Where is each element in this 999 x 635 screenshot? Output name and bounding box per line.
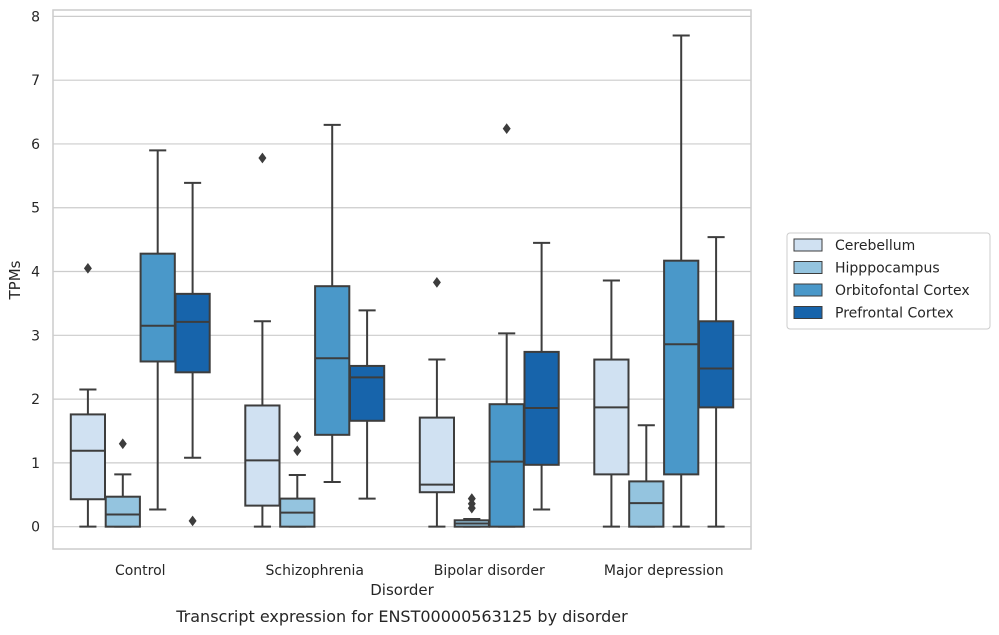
y-tick-label-6: 6 [31,137,40,153]
series-1 [104,424,665,528]
series-0 [69,152,630,528]
x-tick-label-2: Bipolar disorder [434,563,545,579]
y-tick-label-5: 5 [31,201,40,217]
x-tick-label-3: Major depression [604,563,724,579]
legend-swatch-1 [793,261,823,274]
box-0-3 [593,279,630,528]
box-3-2 [523,241,560,511]
outlier-point-0 [118,438,127,450]
legend-label-2: Orbitofontal Cortex [835,283,970,299]
box-iqr [593,358,630,476]
box-2-0 [139,149,176,511]
box-0-0 [69,263,107,528]
y-tick-label-1: 1 [31,456,40,472]
y-tick-label-7: 7 [31,73,40,89]
box-2-1 [314,123,351,484]
y-axis-ticks: 0 1 2 3 4 5 6 7 8 [31,9,40,535]
box-iqr [104,495,141,528]
legend-swatch-3 [793,306,823,319]
outlier-point-2 [467,493,476,504]
y-tick-label-3: 3 [31,328,40,344]
outlier-point-0 [432,277,441,288]
legend-label-3: Prefrontal Cortex [835,306,954,322]
box-1-1 [279,431,316,528]
legend-frame [786,232,991,330]
outlier-point-0 [293,445,302,457]
y-axis-label: TPMs [6,260,24,300]
box-iqr [244,404,281,507]
plot-area-frame [52,9,752,550]
box-3-3 [697,236,735,528]
outlier-point-0 [502,123,511,134]
outlier-point-1 [293,431,302,443]
box-iqr [418,416,456,494]
box-iqr [314,285,351,436]
box-iqr [663,259,700,476]
legend: Cerebellum Hipppocampus Orbitofontal Corte… [786,232,991,330]
legend-label-1: Hipppocampus [835,261,940,277]
box-2-3 [663,34,700,528]
legend-label-0: Cerebellum [835,238,915,254]
x-tick-label-1: Schizophrenia [266,563,364,579]
outlier-point-0 [83,263,92,274]
box-1-3 [628,424,665,528]
box-3-1 [348,309,386,500]
box-1-0 [104,438,141,528]
y-tick-label-8: 8 [31,9,40,25]
series-3 [174,181,735,528]
y-tick-label-0: 0 [31,520,40,536]
legend-items: Cerebellum Hipppocampus Orbitofontal Corte… [793,238,970,322]
box-3-0 [174,181,211,527]
x-axis-label: Disorder [370,581,434,599]
y-tick-label-2: 2 [31,392,40,408]
box-iqr [69,413,107,501]
x-axis-ticks: Control Schizophrenia Bipolar disorder Majo… [115,563,724,579]
outlier-point-0 [188,515,197,527]
box-0-1 [244,152,281,528]
series-2 [139,34,700,528]
box-iqr [174,292,211,374]
box-iqr [139,252,176,363]
legend-swatch-2 [793,283,823,297]
legend-swatch-0 [793,238,823,252]
box-2-2 [488,123,525,528]
y-tick-label-4: 4 [31,265,40,281]
box-0-2 [418,277,456,528]
outlier-point-0 [258,152,267,164]
x-tick-label-0: Control [115,563,166,579]
box-series [69,34,735,528]
box-1-2 [453,493,490,528]
box-iqr [697,320,735,409]
box-iqr [488,403,525,528]
box-iqr [348,364,386,422]
chart-title: Transcript expression for ENST0000056312… [175,607,628,626]
